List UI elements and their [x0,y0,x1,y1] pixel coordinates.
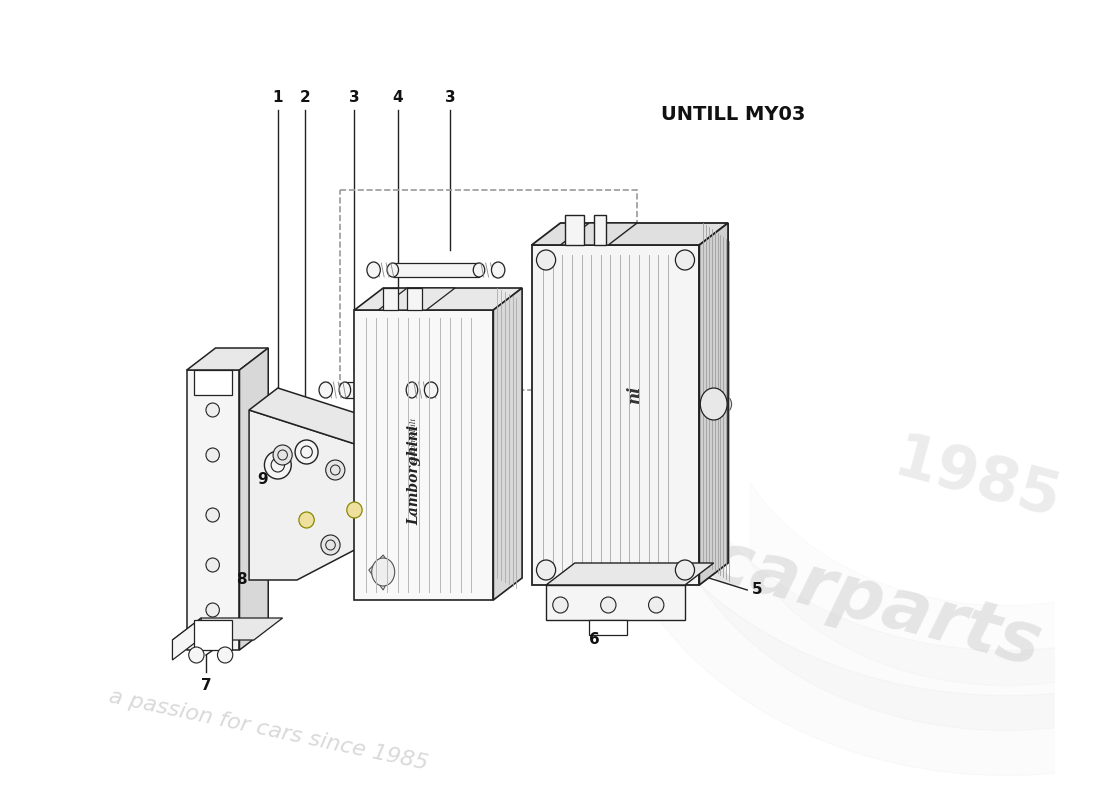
Text: 2: 2 [299,90,310,105]
Polygon shape [531,223,728,245]
Ellipse shape [473,263,485,277]
Ellipse shape [295,440,318,464]
Bar [340,190,637,390]
Ellipse shape [326,460,345,480]
Text: 1985: 1985 [888,430,1067,530]
Ellipse shape [367,262,381,278]
Ellipse shape [206,508,219,522]
Ellipse shape [553,597,568,613]
Polygon shape [368,555,393,590]
Text: 6: 6 [588,633,600,647]
Polygon shape [187,370,240,650]
Ellipse shape [206,403,219,417]
Polygon shape [195,370,232,395]
Ellipse shape [218,647,233,663]
Text: 4: 4 [393,90,403,105]
Ellipse shape [537,250,556,270]
Text: UNTILL MY03: UNTILL MY03 [661,106,805,125]
Text: 1: 1 [273,90,283,105]
Ellipse shape [206,558,219,572]
Ellipse shape [425,382,438,398]
Text: 3: 3 [349,90,360,105]
Polygon shape [195,620,232,650]
Polygon shape [546,585,685,620]
Ellipse shape [339,382,351,398]
Ellipse shape [406,382,418,398]
Text: automobili: automobili [410,418,418,462]
Ellipse shape [206,603,219,617]
Ellipse shape [675,560,694,580]
Text: 7: 7 [200,678,211,693]
Polygon shape [187,348,268,370]
Polygon shape [494,288,522,600]
Ellipse shape [492,262,505,278]
Text: 9: 9 [257,473,268,487]
Text: 8: 8 [236,573,248,587]
Polygon shape [383,288,397,310]
Polygon shape [560,223,637,245]
Ellipse shape [321,535,340,555]
Polygon shape [345,382,411,398]
Ellipse shape [387,263,398,277]
Polygon shape [407,288,421,310]
Polygon shape [249,410,411,580]
Text: ): ) [728,397,734,411]
Ellipse shape [189,647,205,663]
Polygon shape [378,288,455,310]
Ellipse shape [319,382,332,398]
Ellipse shape [273,445,293,465]
Text: ni: ni [626,386,642,404]
Text: eurocarparts: eurocarparts [522,478,1048,682]
Ellipse shape [372,558,395,586]
Polygon shape [249,388,411,480]
Ellipse shape [346,502,362,518]
Polygon shape [354,288,522,310]
Polygon shape [173,618,283,640]
Ellipse shape [601,597,616,613]
Ellipse shape [701,388,727,420]
Polygon shape [700,223,728,585]
Polygon shape [546,563,714,585]
Polygon shape [393,263,478,277]
Ellipse shape [537,560,556,580]
Text: 5: 5 [752,582,762,598]
Polygon shape [531,245,700,585]
Ellipse shape [649,597,664,613]
Polygon shape [173,618,201,660]
Text: a passion for cars since 1985: a passion for cars since 1985 [107,686,430,774]
Ellipse shape [299,512,315,528]
Text: Lamborghini: Lamborghini [407,425,421,525]
Polygon shape [594,215,606,245]
Polygon shape [354,310,494,600]
Polygon shape [565,215,584,245]
Polygon shape [590,620,627,635]
Polygon shape [240,348,268,650]
Ellipse shape [264,451,292,479]
Ellipse shape [206,448,219,462]
Ellipse shape [675,250,694,270]
Text: 3: 3 [444,90,455,105]
